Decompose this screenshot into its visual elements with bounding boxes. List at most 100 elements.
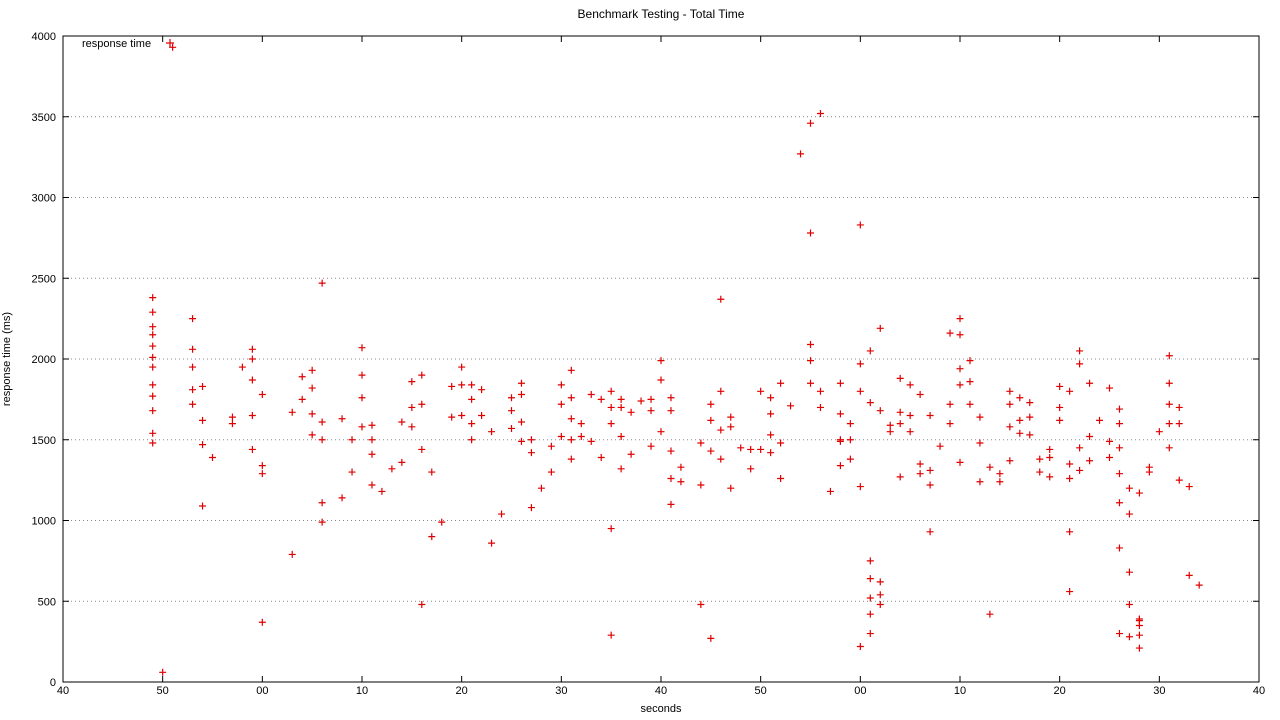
data-point	[667, 475, 675, 483]
data-point	[647, 395, 655, 403]
data-point	[876, 407, 884, 415]
data-point	[647, 407, 655, 415]
data-point	[866, 399, 874, 407]
data-point	[836, 462, 844, 470]
data-point	[308, 384, 316, 392]
data-point	[587, 391, 595, 399]
data-point	[567, 455, 575, 463]
data-point	[149, 323, 157, 331]
data-point	[866, 610, 874, 618]
data-point	[358, 423, 366, 431]
data-point	[1185, 483, 1193, 491]
data-point	[627, 450, 635, 458]
data-point	[258, 391, 266, 399]
y-tick-label: 3500	[32, 112, 56, 124]
data-point	[258, 462, 266, 470]
data-point	[348, 468, 356, 476]
data-point	[996, 478, 1004, 486]
data-point	[1106, 437, 1113, 445]
data-point	[358, 371, 366, 379]
data-point	[807, 119, 814, 127]
x-tick-label: 10	[954, 685, 966, 697]
data-point	[836, 379, 844, 387]
data-point	[1066, 460, 1074, 468]
data-point	[438, 518, 446, 526]
data-point	[1026, 413, 1034, 421]
x-tick-label: 50	[755, 685, 767, 697]
data-point	[527, 449, 535, 457]
data-point	[338, 415, 346, 423]
data-point	[607, 525, 615, 533]
data-point	[697, 439, 705, 447]
data-point	[517, 379, 525, 387]
data-point	[607, 403, 615, 411]
data-point	[1135, 631, 1143, 639]
data-point	[1076, 466, 1084, 474]
data-point	[428, 533, 436, 541]
data-point	[1056, 403, 1064, 411]
data-point	[557, 381, 565, 389]
data-point	[458, 363, 466, 371]
data-point	[926, 466, 934, 474]
data-point	[408, 423, 416, 431]
data-point	[338, 494, 346, 502]
data-point	[1115, 470, 1123, 478]
data-point	[777, 475, 785, 483]
x-tick-label: 40	[655, 685, 667, 697]
x-tick-label: 00	[256, 685, 268, 697]
data-point	[1106, 454, 1113, 462]
data-point	[787, 402, 795, 410]
data-point	[707, 416, 715, 424]
data-point	[906, 428, 914, 436]
data-point	[1135, 621, 1143, 629]
data-point	[856, 483, 864, 491]
data-point	[149, 429, 157, 437]
data-point	[1066, 387, 1074, 395]
data-point	[149, 363, 157, 371]
data-point	[966, 378, 974, 386]
data-point	[199, 502, 207, 510]
data-point	[597, 454, 605, 462]
data-point	[149, 392, 157, 400]
data-point	[199, 441, 207, 449]
data-point	[976, 478, 984, 486]
data-point	[1115, 630, 1123, 638]
data-point	[418, 445, 426, 453]
data-point	[1185, 571, 1193, 579]
data-point	[936, 442, 944, 450]
x-tick-label: 20	[1054, 685, 1066, 697]
data-point	[1046, 454, 1054, 462]
data-point	[258, 470, 266, 478]
data-point	[478, 412, 486, 420]
data-point	[209, 454, 216, 462]
data-point	[189, 400, 197, 408]
data-point	[149, 342, 157, 350]
data-point	[318, 436, 326, 444]
data-point	[228, 420, 236, 428]
data-point	[1195, 581, 1203, 589]
data-point	[717, 426, 725, 434]
data-point	[657, 357, 665, 365]
data-point	[508, 407, 515, 415]
data-point	[996, 470, 1004, 478]
data-point	[896, 408, 904, 416]
data-point	[836, 437, 844, 445]
data-point	[797, 150, 805, 158]
data-point	[886, 428, 894, 436]
data-point	[398, 458, 406, 466]
data-point	[607, 631, 615, 639]
data-point	[647, 442, 655, 450]
data-point	[956, 331, 964, 339]
y-tick-label: 500	[38, 596, 56, 608]
data-point	[527, 436, 535, 444]
data-point	[1026, 431, 1034, 439]
data-point	[1006, 423, 1014, 431]
data-point	[727, 423, 735, 431]
data-point	[308, 410, 316, 418]
x-tick-label: 00	[854, 685, 866, 697]
data-point	[248, 412, 256, 420]
data-point	[547, 442, 555, 450]
data-point	[368, 481, 376, 489]
x-tick-label: 40	[1253, 685, 1265, 697]
data-point	[388, 465, 396, 473]
